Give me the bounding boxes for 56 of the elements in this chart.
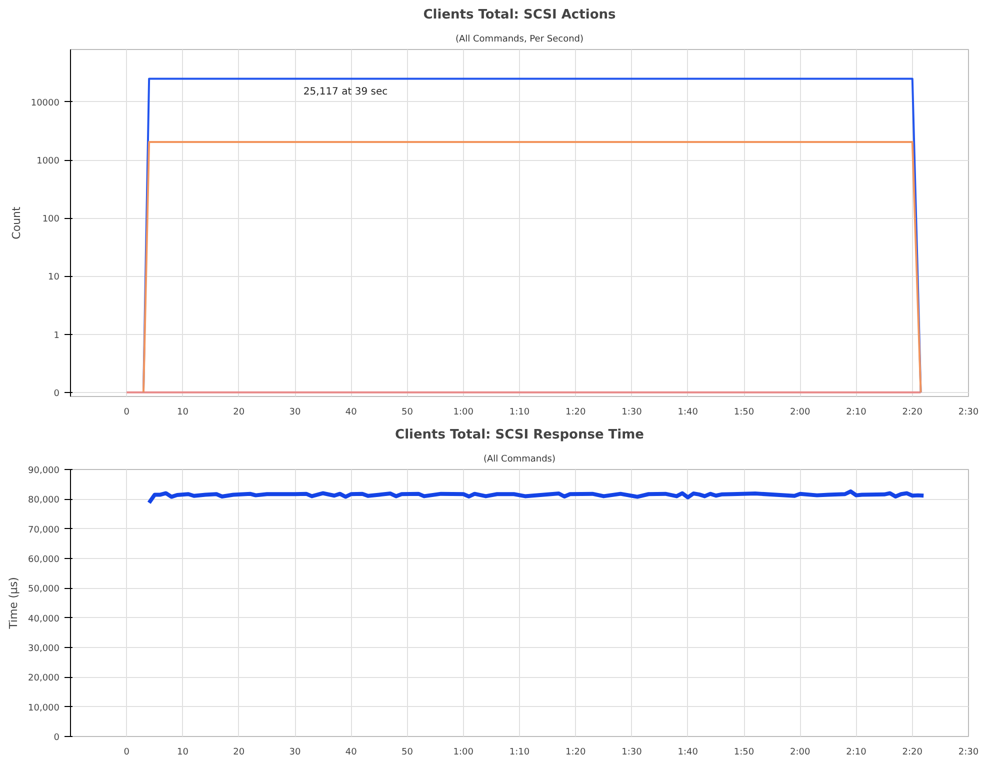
y-tick-label: 1000 (36, 156, 60, 167)
x-tick-label: 1:20 (566, 748, 586, 758)
x-tick-label: 0 (124, 408, 130, 418)
x-tick-label: 0 (124, 748, 130, 758)
x-tick-label: 2:00 (790, 748, 811, 758)
x-tick-label: 20 (233, 408, 245, 418)
x-tick-label: 1:00 (453, 408, 474, 418)
annotation: 25,117 at 39 sec (303, 86, 388, 98)
x-tick-label: 10 (177, 748, 189, 758)
chart-title: Clients Total: SCSI Actions (423, 8, 616, 22)
y-tick-label: 30,000 (28, 644, 60, 654)
y-tick-label: 0 (54, 733, 60, 743)
x-tick-label: 1:10 (509, 408, 530, 418)
y-tick-label: 40,000 (28, 614, 60, 624)
y-axis-title: Count (10, 206, 23, 240)
y-tick-label: 10 (48, 272, 60, 283)
y-tick-label: 60,000 (28, 555, 60, 565)
chart-subtitle: (All Commands, Per Second) (455, 34, 584, 44)
y-tick-label: 90,000 (28, 466, 60, 476)
x-tick-label: 1:20 (566, 408, 586, 418)
x-tick-label: 2:00 (790, 408, 811, 418)
y-tick-label: 0 (54, 388, 60, 399)
x-tick-label: 50 (402, 748, 414, 758)
y-tick-label: 10,000 (28, 703, 60, 714)
y-tick-label: 70,000 (28, 525, 60, 536)
x-tick-label: 1:40 (678, 408, 698, 418)
x-tick-label: 1:30 (622, 408, 642, 418)
chart-title: Clients Total: SCSI Response Time (395, 428, 644, 442)
x-tick-label: 1:00 (453, 748, 474, 758)
x-tick-label: 1:50 (734, 748, 754, 758)
x-tick-label: 50 (402, 408, 414, 418)
y-tick-label: 20,000 (28, 674, 60, 684)
y-tick-label: 1 (54, 330, 60, 341)
y-tick-label: 100 (42, 214, 60, 225)
line-series (147, 489, 926, 505)
x-tick-label: 20 (233, 748, 245, 758)
x-tick-label: 40 (345, 748, 358, 758)
x-tick-label: 2:30 (958, 408, 979, 418)
y-axis-title: Time (µs) (7, 577, 20, 630)
x-tick-label: 2:10 (846, 408, 867, 418)
x-tick-label: 1:40 (678, 748, 698, 758)
x-tick-label: 1:50 (734, 408, 754, 418)
x-tick-label: 30 (289, 748, 301, 758)
chart-subtitle: (All Commands) (484, 454, 556, 464)
x-tick-label: 10 (177, 408, 189, 418)
x-tick-label: 30 (289, 408, 301, 418)
x-tick-label: 40 (345, 408, 358, 418)
x-tick-label: 2:20 (902, 408, 923, 418)
x-tick-label: 1:30 (622, 748, 642, 758)
y-tick-label: 80,000 (28, 496, 60, 506)
x-tick-label: 2:30 (958, 748, 979, 758)
y-tick-label: 10000 (30, 98, 60, 108)
x-tick-label: 2:20 (902, 748, 923, 758)
x-tick-label: 2:10 (846, 748, 867, 758)
y-tick-label: 50,000 (28, 584, 60, 595)
x-tick-label: 1:10 (509, 748, 530, 758)
